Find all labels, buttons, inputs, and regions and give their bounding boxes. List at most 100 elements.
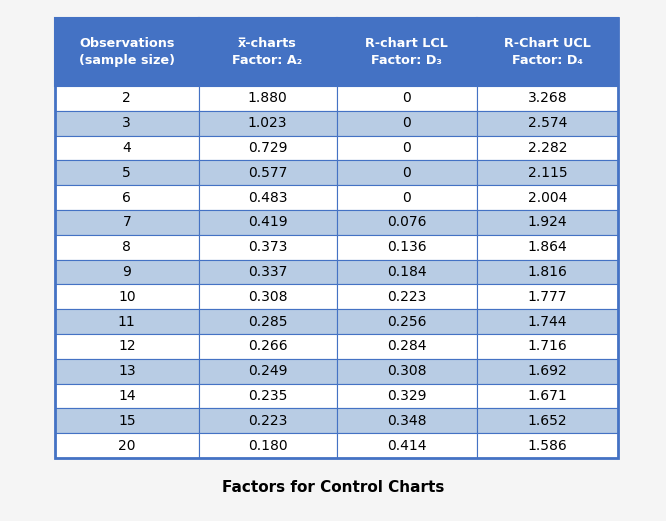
Text: 0.285: 0.285 [248, 315, 287, 329]
Bar [55, 18, 198, 86]
Bar [478, 383, 618, 408]
Bar [55, 210, 198, 235]
Bar [478, 408, 618, 433]
Bar [336, 18, 478, 86]
Bar [336, 359, 478, 383]
Text: 1.880: 1.880 [248, 91, 288, 105]
Text: 0.256: 0.256 [387, 315, 427, 329]
Text: 0.483: 0.483 [248, 191, 287, 205]
Text: 1.652: 1.652 [528, 414, 567, 428]
Bar [336, 135, 478, 160]
Text: 0.419: 0.419 [248, 215, 287, 229]
Bar [198, 86, 336, 111]
Text: 10: 10 [118, 290, 136, 304]
Text: 1.816: 1.816 [527, 265, 567, 279]
Text: 5: 5 [123, 166, 131, 180]
Bar [336, 408, 478, 433]
Text: 0.337: 0.337 [248, 265, 287, 279]
Text: 4: 4 [123, 141, 131, 155]
Bar [336, 259, 478, 284]
Bar [198, 433, 336, 458]
Text: 11: 11 [118, 315, 136, 329]
Bar [336, 235, 478, 259]
Text: 0: 0 [402, 191, 411, 205]
Bar [478, 235, 618, 259]
Text: 12: 12 [118, 339, 136, 353]
Bar [478, 309, 618, 334]
Bar [336, 160, 478, 185]
Bar [198, 284, 336, 309]
Text: 1.586: 1.586 [527, 439, 567, 453]
Text: 0.223: 0.223 [248, 414, 287, 428]
Text: Observations
(sample size): Observations (sample size) [79, 37, 174, 67]
Bar [55, 383, 198, 408]
Bar [478, 18, 618, 86]
Bar [55, 235, 198, 259]
Bar [478, 185, 618, 210]
Bar [55, 185, 198, 210]
Text: 0: 0 [402, 141, 411, 155]
Bar [198, 259, 336, 284]
Text: 0: 0 [402, 116, 411, 130]
Text: 0: 0 [402, 91, 411, 105]
Bar [55, 433, 198, 458]
Text: 0.136: 0.136 [387, 240, 427, 254]
Text: 2: 2 [123, 91, 131, 105]
Text: 9: 9 [123, 265, 131, 279]
Bar [336, 185, 478, 210]
Text: 2.004: 2.004 [528, 191, 567, 205]
Text: 0.076: 0.076 [387, 215, 427, 229]
Bar [336, 334, 478, 359]
Bar [198, 18, 336, 86]
Bar [478, 160, 618, 185]
Bar [55, 334, 198, 359]
Bar [198, 309, 336, 334]
Text: 1.864: 1.864 [527, 240, 567, 254]
Bar [336, 433, 478, 458]
Bar [55, 86, 198, 111]
Text: 14: 14 [118, 389, 136, 403]
Text: 0.180: 0.180 [248, 439, 287, 453]
Text: 0.223: 0.223 [387, 290, 426, 304]
Text: 1.671: 1.671 [527, 389, 567, 403]
Bar [336, 86, 478, 111]
Text: 15: 15 [118, 414, 136, 428]
Text: 0: 0 [402, 166, 411, 180]
Text: 3.268: 3.268 [528, 91, 567, 105]
Bar [198, 185, 336, 210]
Bar [55, 135, 198, 160]
Bar [198, 210, 336, 235]
Bar [198, 408, 336, 433]
Bar [198, 160, 336, 185]
Text: 0.414: 0.414 [387, 439, 427, 453]
Text: 6: 6 [123, 191, 131, 205]
Text: 1.023: 1.023 [248, 116, 287, 130]
Text: 0.348: 0.348 [387, 414, 427, 428]
Text: 20: 20 [118, 439, 136, 453]
Bar [55, 408, 198, 433]
Bar [478, 359, 618, 383]
Bar [55, 18, 618, 458]
Text: 3: 3 [123, 116, 131, 130]
Text: 0.308: 0.308 [387, 364, 427, 378]
Bar [478, 284, 618, 309]
Bar [198, 111, 336, 135]
Text: 1.692: 1.692 [527, 364, 567, 378]
Bar [55, 359, 198, 383]
Text: 0.308: 0.308 [248, 290, 287, 304]
Text: 0.184: 0.184 [387, 265, 427, 279]
Text: 1.716: 1.716 [527, 339, 567, 353]
Text: 1.777: 1.777 [528, 290, 567, 304]
Bar [478, 259, 618, 284]
Text: 13: 13 [118, 364, 136, 378]
Bar [336, 111, 478, 135]
Bar [55, 309, 198, 334]
Text: 0.373: 0.373 [248, 240, 287, 254]
Bar [478, 433, 618, 458]
Text: 1.744: 1.744 [528, 315, 567, 329]
Text: 1.924: 1.924 [528, 215, 567, 229]
Text: 7: 7 [123, 215, 131, 229]
Text: 0.729: 0.729 [248, 141, 287, 155]
Bar [336, 210, 478, 235]
Text: 0.577: 0.577 [248, 166, 287, 180]
